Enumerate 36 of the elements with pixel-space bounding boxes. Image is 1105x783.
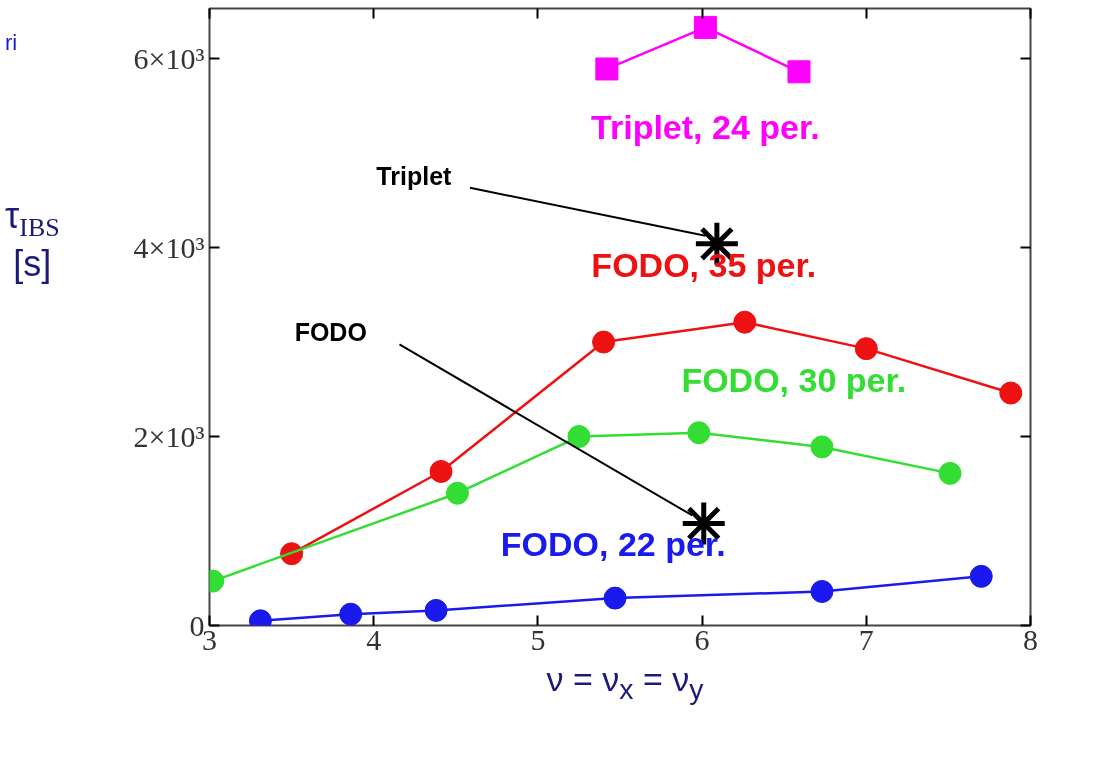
- x-tick-label: 6: [694, 622, 710, 656]
- point: [810, 580, 834, 603]
- x-tick-label: 7: [858, 622, 874, 656]
- y-tick-label: 6×10³: [133, 42, 205, 76]
- y-tick-label: 0: [189, 609, 205, 642]
- point: [787, 60, 811, 84]
- point: [969, 564, 993, 588]
- point: [595, 57, 619, 81]
- y-tick-label: 4×10³: [133, 231, 205, 265]
- series-label: FODO, 30 per.: [681, 360, 907, 399]
- point: [687, 421, 711, 445]
- point: [429, 460, 453, 483]
- point: [854, 337, 878, 361]
- x-tick-label: 5: [530, 622, 546, 656]
- x-tick-label: 4: [366, 622, 382, 656]
- series-label: Triplet, 24 per.: [591, 108, 820, 147]
- series-label: FODO, 35 per.: [591, 246, 817, 285]
- point: [424, 598, 448, 622]
- point: [603, 586, 627, 610]
- annotation: FODO: [294, 318, 367, 347]
- annotation: Triplet: [376, 161, 453, 190]
- y-axis-title: τ$_{IBS}$ [s]: [5, 195, 60, 286]
- point: [567, 425, 591, 448]
- point: [445, 481, 469, 505]
- text: ri: [5, 30, 18, 56]
- y-tick-label: 2×10³: [133, 420, 205, 454]
- x-tick-label: 8: [1023, 622, 1038, 656]
- x-axis-title: ν = ν$_{x}$ = ν$_{y}$: [545, 660, 705, 706]
- point: [999, 381, 1023, 405]
- point: [733, 310, 757, 334]
- point: [592, 330, 616, 354]
- point: [938, 461, 962, 485]
- point: [693, 15, 717, 39]
- point: [810, 435, 834, 459]
- series-label: FODO, 22 per.: [500, 525, 726, 564]
- point: [339, 602, 363, 626]
